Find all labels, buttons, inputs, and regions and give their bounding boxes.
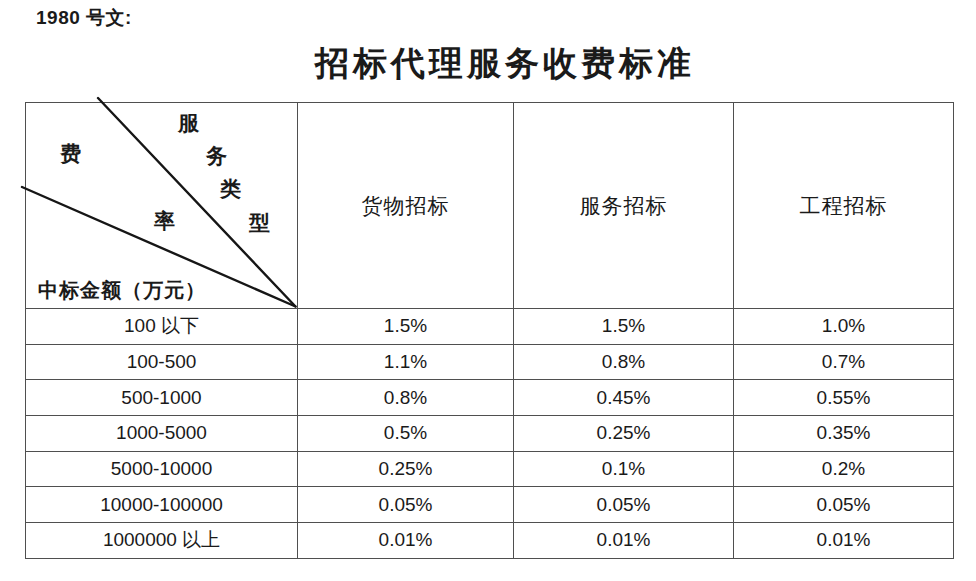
rate-value-cell: 0.05% xyxy=(514,487,734,523)
rate-value-cell: 0.25% xyxy=(514,416,734,452)
rate-value-cell: 0.05% xyxy=(298,487,514,523)
service-type-char-2: 务 xyxy=(206,146,227,167)
rate-value-cell: 0.25% xyxy=(298,452,514,488)
rate-value-cell: 0.8% xyxy=(514,345,734,381)
rate-value-cell: 0.55% xyxy=(734,380,954,416)
amount-range-cell: 500-1000 xyxy=(26,380,298,416)
rate-value-cell: 0.1% xyxy=(514,452,734,488)
amount-range-cell: 100 以下 xyxy=(26,309,298,345)
amount-range-cell: 1000000 以上 xyxy=(26,523,298,559)
page-title: 招标代理服务收费标准 xyxy=(17,41,976,87)
service-type-char-4: 型 xyxy=(249,213,270,234)
column-header-engineering-bidding: 工程招标 xyxy=(734,103,954,309)
document-page: { "page": { "doc_ref": "1980 号文:", "titl… xyxy=(0,0,976,581)
amount-range-cell: 100-500 xyxy=(26,345,298,381)
column-header-service-bidding: 服务招标 xyxy=(514,103,734,309)
award-amount-label: 中标金额（万元） xyxy=(38,277,206,304)
amount-range-cell: 1000-5000 xyxy=(26,416,298,452)
amount-range-cell: 10000-100000 xyxy=(26,487,298,523)
rate-value-cell: 0.05% xyxy=(734,487,954,523)
service-type-char-3: 类 xyxy=(220,179,241,200)
rate-value-cell: 0.8% xyxy=(298,380,514,416)
fee-rate-char-1: 费 xyxy=(60,144,81,165)
rate-value-cell: 1.5% xyxy=(514,309,734,345)
column-header-goods-bidding: 货物招标 xyxy=(298,103,514,309)
rate-value-cell: 0.35% xyxy=(734,416,954,452)
fee-table: 服 务 类 型 费 率 中标金额（万元） 货物招标 服务招标 工程招标 100 … xyxy=(25,102,954,559)
rate-value-cell: 1.1% xyxy=(298,345,514,381)
rate-value-cell: 0.01% xyxy=(298,523,514,559)
amount-range-cell: 5000-10000 xyxy=(26,452,298,488)
rate-value-cell: 0.7% xyxy=(734,345,954,381)
rate-value-cell: 0.2% xyxy=(734,452,954,488)
rate-value-cell: 1.0% xyxy=(734,309,954,345)
rate-value-cell: 0.01% xyxy=(514,523,734,559)
corner-header-cell: 服 务 类 型 费 率 中标金额（万元） xyxy=(26,103,298,309)
rate-value-cell: 1.5% xyxy=(298,309,514,345)
rate-value-cell: 0.45% xyxy=(514,380,734,416)
rate-value-cell: 0.5% xyxy=(298,416,514,452)
fee-rate-char-2: 率 xyxy=(154,211,175,232)
rate-value-cell: 0.01% xyxy=(734,523,954,559)
doc-ref: 1980 号文: xyxy=(36,5,132,31)
service-type-char-1: 服 xyxy=(178,113,199,134)
